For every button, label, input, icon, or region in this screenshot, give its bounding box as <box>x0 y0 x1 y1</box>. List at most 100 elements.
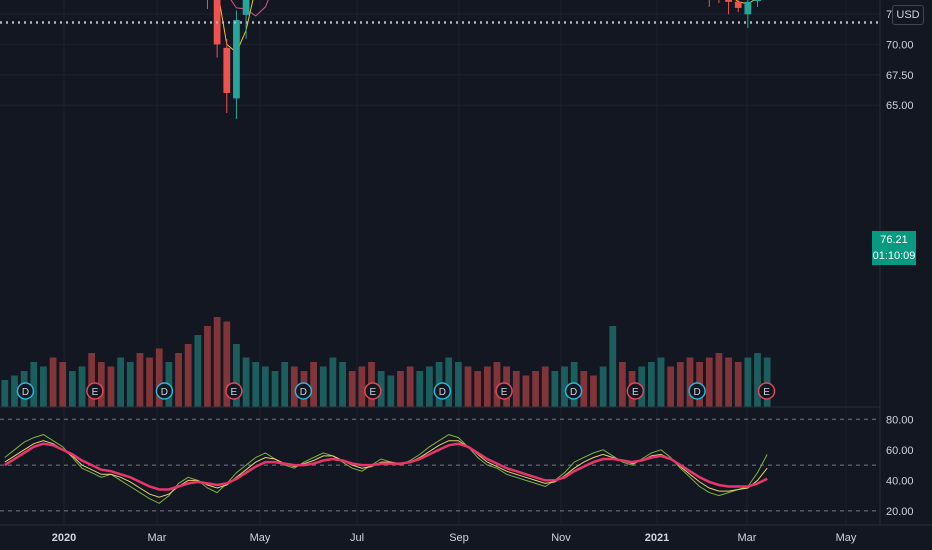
event-marker-circle <box>433 382 452 400</box>
volume-bar <box>281 362 289 407</box>
volume-bar <box>406 366 414 407</box>
volume-bar <box>97 362 105 407</box>
volume-bar <box>416 371 424 407</box>
volume-bar <box>261 366 269 407</box>
time-axis[interactable]: 2020 Mar May Jul Sep Nov 2021 Mar May <box>52 532 857 544</box>
event-marker-circle <box>564 382 583 400</box>
volume-bar <box>590 375 597 407</box>
candle-body <box>223 47 231 94</box>
volume-bar <box>68 371 76 407</box>
volume-bar <box>1 380 9 407</box>
candle-body <box>242 0 250 15</box>
volume-bar <box>223 321 231 407</box>
volume-bar <box>126 362 134 407</box>
event-marker[interactable]: D <box>294 382 313 400</box>
volume-bar <box>213 317 221 407</box>
candle-body <box>744 1 752 15</box>
event-marker-label: E <box>501 387 508 398</box>
event-marker[interactable]: D <box>433 382 452 400</box>
volume-bar <box>11 375 18 407</box>
event-marker[interactable]: E <box>86 382 104 400</box>
event-marker-circle <box>294 382 313 400</box>
event-marker-circle <box>86 382 104 400</box>
oscillator-tick-label: 60.00 <box>886 445 914 457</box>
volume-bar <box>647 362 655 407</box>
event-marker[interactable]: D <box>564 382 583 400</box>
event-marker-circle <box>688 382 706 400</box>
event-marker-circle <box>495 382 513 400</box>
volume-bar <box>30 362 38 407</box>
volume-bar <box>599 366 607 407</box>
volume-bar <box>541 366 549 407</box>
price-tick-label: 70.00 <box>886 39 914 51</box>
bar-countdown: 01:10:09 <box>872 250 916 262</box>
volume-bar <box>204 326 211 407</box>
volume-bar <box>329 357 337 407</box>
event-marker-label: E <box>370 387 377 398</box>
volume-bar <box>532 371 539 407</box>
volume-bar <box>445 357 453 407</box>
event-marker[interactable]: E <box>757 382 776 400</box>
volume-bar <box>348 371 356 407</box>
volume-bar <box>705 357 713 407</box>
oscillator-axis[interactable]: 20.00 40.00 60.00 80.00 <box>886 414 914 518</box>
volume-bar <box>763 357 771 407</box>
volume-bar <box>59 362 67 407</box>
volume-bar <box>310 362 318 407</box>
currency-badge[interactable]: USD <box>892 5 924 25</box>
event-marker-circle <box>225 382 243 400</box>
volume-bar <box>194 335 202 407</box>
volume-bar <box>117 357 125 407</box>
event-marker[interactable]: E <box>364 382 382 400</box>
volume-bar <box>609 326 617 407</box>
volume-bar <box>271 371 279 407</box>
volume-bar <box>358 366 366 407</box>
event-marker-label: E <box>92 387 99 398</box>
candle-body <box>233 20 240 99</box>
candle-body <box>754 0 761 2</box>
oscillator-tick-label: 40.00 <box>886 475 914 487</box>
oscillator-osc_smooth <box>4 442 768 491</box>
event-marker[interactable]: E <box>626 382 645 400</box>
event-marker-circle <box>364 382 382 400</box>
volume-bar <box>551 371 559 407</box>
time-tick-label: Jul <box>350 532 364 544</box>
event-marker[interactable]: E <box>495 382 513 400</box>
volume-bar <box>464 366 472 407</box>
event-marker-label: E <box>231 387 238 398</box>
time-tick-label: 2021 <box>645 532 669 544</box>
event-marker[interactable]: D <box>16 382 35 400</box>
event-marker-label: D <box>300 387 307 398</box>
time-tick-label: May <box>250 532 271 544</box>
volume-bar <box>474 371 482 407</box>
event-marker-circle <box>757 382 776 400</box>
volume-bar <box>155 348 163 407</box>
candle-body <box>725 0 732 2</box>
volume-bar <box>619 362 626 407</box>
event-marker[interactable]: D <box>688 382 706 400</box>
volume-bar <box>454 362 462 407</box>
volume-bar <box>397 371 404 407</box>
event-marker-label: D <box>570 387 577 398</box>
event-marker-label: D <box>439 387 446 398</box>
event-marker[interactable]: D <box>155 382 174 400</box>
volume-bar <box>136 353 144 407</box>
event-marker-label: D <box>22 387 29 398</box>
volume-bar <box>242 357 250 407</box>
event-marker-label: D <box>161 387 168 398</box>
time-tick-label: 2020 <box>52 532 76 544</box>
last-price-tag: 76.21 01:10:09 <box>872 231 916 265</box>
volume-bar <box>146 357 153 407</box>
candle-body <box>734 1 742 8</box>
volume-bar <box>339 362 346 407</box>
price-levels <box>0 21 880 24</box>
volume-bar <box>686 357 694 407</box>
event-marker[interactable]: E <box>225 382 243 400</box>
event-marker-label: E <box>763 387 770 398</box>
volume-bar <box>580 371 588 407</box>
volume-bar <box>483 366 491 407</box>
oscillator-osc_fast <box>4 434 768 504</box>
volume-bar <box>522 375 530 407</box>
